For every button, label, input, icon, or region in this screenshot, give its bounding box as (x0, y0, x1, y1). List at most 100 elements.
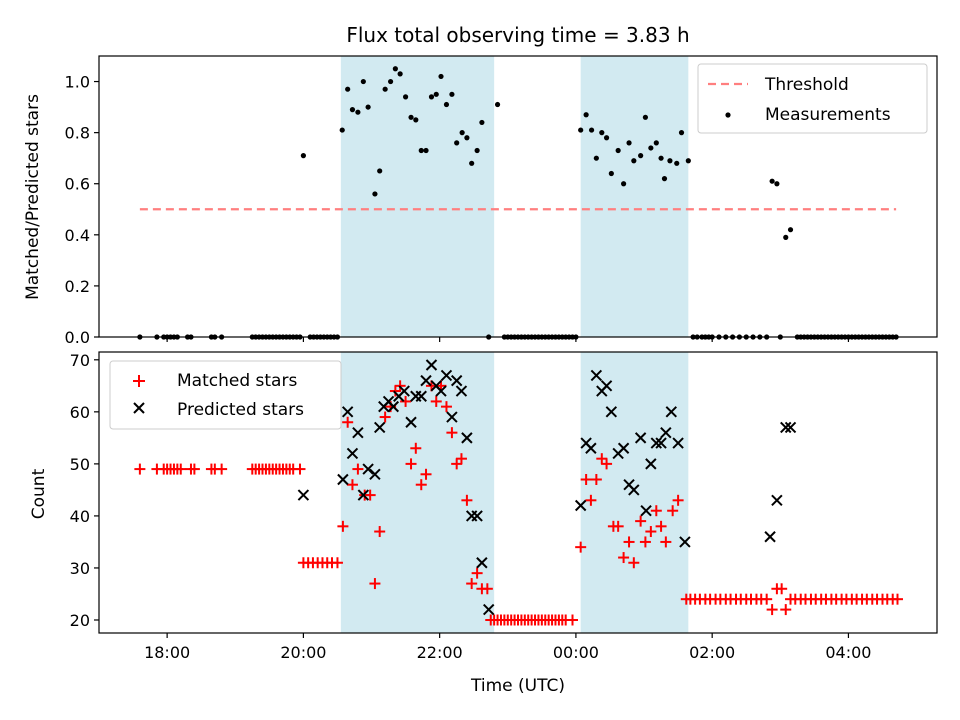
matched-star-point (430, 395, 442, 407)
matched-star-point (580, 473, 592, 485)
measurement-point (588, 127, 595, 133)
predicted-star-point (784, 421, 797, 434)
predicted-star-point (672, 437, 684, 449)
observing-window-shading (340, 352, 689, 633)
predicted-star-point (337, 473, 349, 486)
matched-star-point (400, 395, 412, 407)
measurement-point (626, 140, 632, 146)
matched-star-point (346, 479, 358, 491)
measurement-point (621, 181, 627, 187)
measurement-point (667, 158, 673, 164)
y-tick-label: 0.8 (65, 124, 90, 143)
matched-star-point (635, 515, 647, 527)
predicted-star-point (405, 416, 417, 428)
measurement-point (658, 155, 664, 161)
measurement-point (423, 147, 429, 154)
observing-window-shading (340, 56, 689, 337)
predicted-star-point (482, 603, 495, 616)
measurement-point (642, 114, 649, 120)
matched-star-point (405, 458, 417, 470)
y-tick-label: 30 (70, 559, 90, 578)
predicted-star-point (640, 505, 652, 517)
measurement-point (661, 176, 668, 182)
measurement-point (583, 112, 589, 118)
matched-star-point (639, 536, 651, 548)
predicted-star-point (369, 468, 381, 480)
matched-star-markers (134, 380, 903, 626)
matched-star-point (410, 442, 422, 454)
x-tick-label: 18:00 (144, 643, 190, 662)
predicted-star-point (387, 400, 400, 413)
predicted-star-point (655, 437, 667, 449)
predicted-star-point (346, 447, 359, 460)
measurement-point (382, 86, 388, 92)
measurement-point (360, 78, 366, 85)
predicted-star-point (352, 426, 364, 439)
measurement-point (443, 101, 450, 108)
y-tick-label: 0.0 (65, 328, 90, 347)
predicted-star-point (435, 385, 447, 397)
measurement-point (783, 234, 789, 240)
measurement-point (653, 140, 659, 146)
measurement-point (372, 191, 378, 197)
matched-star-point (420, 468, 432, 480)
measurement-point (438, 73, 444, 80)
x-tick-label: 20:00 (280, 643, 326, 662)
matched-star-point (188, 463, 200, 475)
matched-star-point (655, 520, 667, 532)
matched-star-point (776, 583, 788, 595)
matched-star-point (337, 520, 349, 532)
predicted-star-point (660, 426, 672, 439)
matched-star-point (766, 604, 778, 616)
predicted-star-point (600, 380, 613, 392)
count-y-axis-label: Count (29, 468, 49, 519)
measurement-point (599, 130, 605, 136)
matched-star-point (389, 385, 401, 397)
predicted-star-point (415, 390, 427, 402)
y-tick-label: 60 (70, 403, 90, 422)
measurement-point (593, 155, 599, 161)
measurement-point (648, 145, 654, 151)
measurement-point (608, 170, 614, 177)
matched-star-point (352, 463, 364, 475)
x-tick-label: 04:00 (825, 643, 871, 662)
matched-star-point (650, 505, 662, 517)
matched-star-point (596, 453, 608, 465)
predicted-star-point (341, 406, 354, 418)
matched-star-point (575, 541, 587, 553)
matched-star-point (667, 505, 679, 517)
axes-frame (98, 351, 938, 634)
count-axes: 20 30 40 50 60 70 18:00 20:00 22:00 00:00 02:00 04:… (70, 351, 938, 662)
matched-star-point (446, 427, 458, 439)
matched-star-point (481, 583, 493, 595)
matched-star-point (780, 604, 792, 616)
matched-star-point (645, 526, 657, 538)
matched-star-point (379, 411, 391, 423)
measurement-point (433, 91, 439, 97)
matched-star-point (471, 567, 483, 579)
measurement-point (469, 160, 475, 166)
predicted-star-point (585, 442, 597, 454)
predicted-legend-label: Predicted stars (177, 400, 304, 420)
matched-legend-label: Matched stars (177, 371, 297, 391)
predicted-star-point (605, 406, 618, 418)
count-panel: 20 30 40 50 60 70 18:00 20:00 22:00 00:00 02:00 04:… (29, 351, 938, 696)
predicted-star-point (771, 494, 783, 507)
measurement-point (349, 107, 356, 113)
y-tick-label: 0.4 (65, 226, 90, 245)
matched-star-point (567, 614, 579, 626)
y-tick-label: 50 (70, 455, 90, 474)
measurement-point (769, 178, 775, 184)
matched-star-point (660, 536, 672, 548)
matched-legend-swatch (133, 375, 145, 387)
matched-star-point (216, 463, 228, 475)
ratio-legend: Threshold Measurements (697, 63, 928, 134)
y-tick-label: 1.0 (65, 73, 90, 92)
x-tick-label: 02:00 (689, 643, 735, 662)
predicted-star-point (450, 374, 463, 387)
measurement-point (365, 104, 371, 110)
axes-frame (98, 55, 938, 338)
predicted-star-point (645, 458, 657, 470)
measurement-point (638, 153, 644, 159)
matched-star-point (761, 593, 773, 605)
